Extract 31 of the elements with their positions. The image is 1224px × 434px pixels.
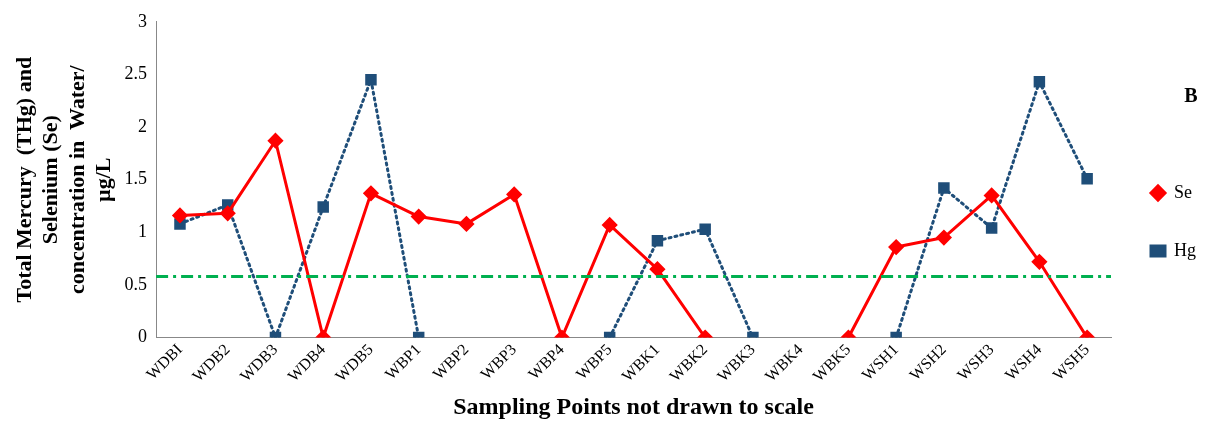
y-tick-label: 2 bbox=[138, 115, 148, 136]
point bbox=[984, 187, 1000, 203]
point bbox=[411, 209, 427, 225]
point bbox=[651, 234, 664, 247]
y-tick-label: 0 bbox=[138, 326, 148, 347]
point bbox=[1031, 254, 1047, 270]
point bbox=[172, 207, 188, 223]
point bbox=[1081, 172, 1093, 185]
y-tick-label: 1.5 bbox=[124, 168, 148, 189]
point bbox=[699, 223, 711, 235]
text: B bbox=[1184, 83, 1198, 106]
point bbox=[649, 261, 665, 277]
y-tick-label: 2.5 bbox=[124, 63, 148, 84]
legend-label: Se bbox=[1174, 181, 1193, 202]
point bbox=[938, 182, 950, 194]
y-tick-label: 0.5 bbox=[124, 273, 148, 294]
y-tick-label: 3 bbox=[138, 10, 148, 31]
y-axis-title: Total Mercury (THg) and Selenium (Se) concentration in Water/ µg/L bbox=[10, 56, 116, 303]
point bbox=[363, 185, 379, 201]
legend-label: Hg bbox=[1174, 239, 1196, 260]
point bbox=[602, 217, 618, 233]
point bbox=[985, 222, 998, 234]
point bbox=[936, 230, 952, 246]
point bbox=[267, 133, 283, 149]
point bbox=[888, 239, 904, 255]
point bbox=[506, 186, 522, 202]
y-tick-label: 1 bbox=[138, 221, 148, 242]
point bbox=[317, 201, 329, 213]
point bbox=[220, 205, 236, 221]
point bbox=[458, 216, 474, 232]
x-axis-title: Sampling Points not drawn to scale bbox=[453, 392, 815, 419]
